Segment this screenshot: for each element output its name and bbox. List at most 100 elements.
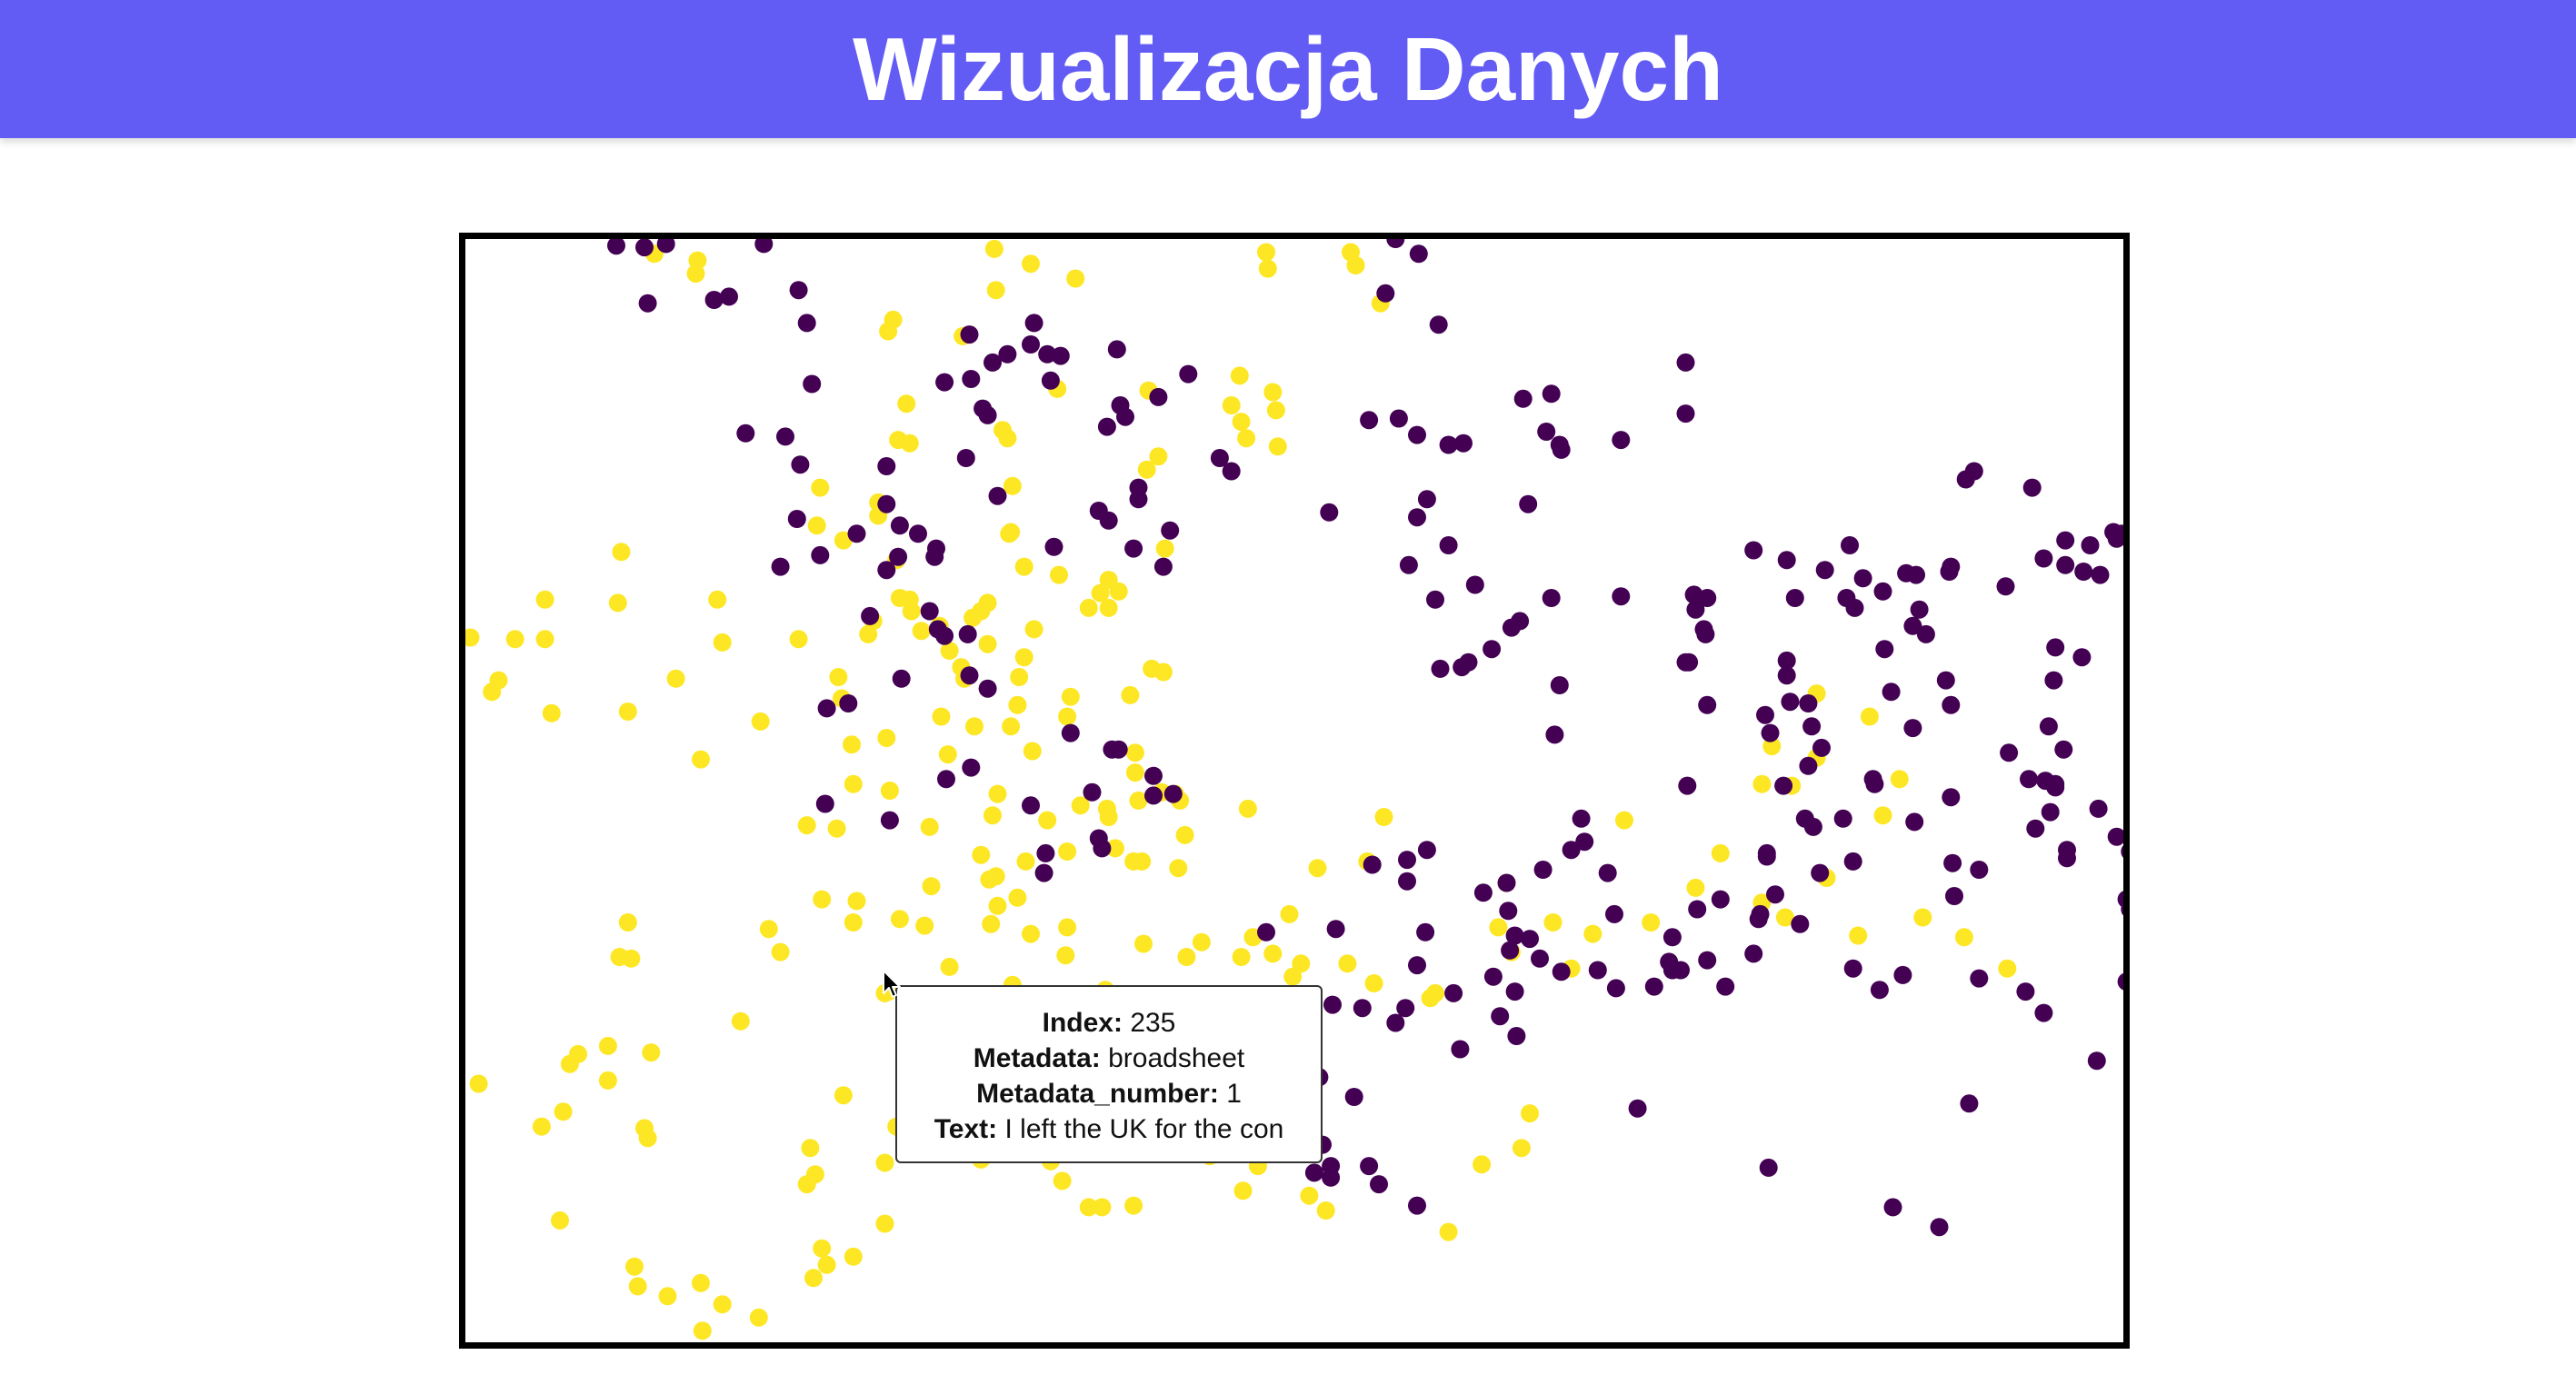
scatter-point[interactable] [1439, 435, 1458, 454]
scatter-point[interactable] [1364, 974, 1383, 992]
scatter-point[interactable] [940, 642, 959, 660]
scatter-point[interactable] [1233, 1181, 1253, 1201]
scatter-point[interactable] [1097, 417, 1116, 436]
scatter-point[interactable] [1109, 582, 1128, 601]
scatter-point[interactable] [607, 239, 625, 255]
scatter-point[interactable] [1605, 904, 1623, 923]
scatter-point[interactable] [880, 782, 899, 800]
scatter-point[interactable] [1542, 384, 1561, 404]
scatter-point[interactable] [1756, 705, 1774, 724]
scatter-point[interactable] [656, 239, 675, 254]
scatter-point[interactable] [1777, 551, 1796, 570]
scatter-point[interactable] [958, 624, 977, 643]
scatter-point[interactable] [1812, 738, 1831, 757]
scatter-point[interactable] [787, 510, 806, 528]
scatter-point[interactable] [1323, 995, 1342, 1014]
scatter-point[interactable] [978, 634, 997, 653]
scatter-point[interactable] [1942, 695, 1961, 714]
scatter-point[interactable] [1873, 806, 1892, 825]
scatter-point[interactable] [2121, 842, 2123, 861]
scatter-point[interactable] [622, 949, 641, 968]
scatter-point[interactable] [1660, 952, 1679, 971]
scatter-point[interactable] [964, 608, 983, 627]
scatter-point[interactable] [1014, 557, 1033, 576]
scatter-point[interactable] [1125, 743, 1144, 762]
scatter-point[interactable] [1940, 563, 1959, 581]
scatter-point[interactable] [1860, 707, 1879, 726]
scatter-point[interactable] [1396, 999, 1415, 1018]
scatter-point[interactable] [1612, 431, 1631, 450]
scatter-point[interactable] [1960, 1094, 1979, 1113]
scatter-point[interactable] [875, 1214, 894, 1233]
scatter-point[interactable] [1124, 539, 1143, 558]
scatter-point[interactable] [1071, 796, 1090, 815]
scatter-point[interactable] [598, 1071, 617, 1090]
scatter-point[interactable] [1853, 569, 1872, 588]
scatter-point[interactable] [2074, 563, 2093, 581]
scatter-point[interactable] [1970, 969, 1989, 988]
scatter-point[interactable] [1408, 508, 1426, 527]
scatter-point[interactable] [1777, 666, 1796, 685]
scatter-point[interactable] [1034, 863, 1053, 882]
scatter-point[interactable] [469, 1074, 488, 1093]
scatter-point[interactable] [1149, 447, 1168, 466]
scatter-point[interactable] [1058, 918, 1077, 937]
scatter-point[interactable] [1686, 878, 1705, 897]
scatter-plot[interactable] [459, 233, 2130, 1349]
scatter-point[interactable] [1996, 577, 2015, 596]
scatter-point[interactable] [1998, 959, 2017, 978]
scatter-point[interactable] [731, 1011, 750, 1031]
scatter-point[interactable] [1316, 1201, 1335, 1220]
scatter-point[interactable] [1483, 967, 1503, 986]
scatter-point[interactable] [1398, 851, 1416, 870]
scatter-point[interactable] [1774, 776, 1793, 795]
scatter-point[interactable] [1903, 616, 1922, 635]
scatter-point[interactable] [1678, 776, 1697, 795]
scatter-point[interactable] [1038, 811, 1057, 830]
scatter-point[interactable] [847, 524, 866, 543]
scatter-point[interactable] [1089, 502, 1108, 520]
scatter-point[interactable] [1121, 685, 1140, 704]
scatter-point[interactable] [877, 561, 896, 580]
scatter-point[interactable] [1050, 565, 1068, 584]
scatter-point[interactable] [1936, 671, 1955, 690]
scatter-point[interactable] [807, 516, 826, 535]
scatter-point[interactable] [1676, 404, 1695, 423]
scatter-point[interactable] [2046, 638, 2065, 657]
scatter-point[interactable] [1942, 788, 1961, 807]
scatter-point[interactable] [2112, 524, 2123, 543]
scatter-point[interactable] [1945, 887, 1963, 905]
scatter-point[interactable] [1232, 948, 1251, 966]
scatter-point[interactable] [1409, 244, 1428, 264]
scatter-point[interactable] [638, 294, 657, 313]
scatter-point[interactable] [1161, 521, 1180, 540]
scatter-point[interactable] [1897, 563, 1916, 583]
scatter-point[interactable] [749, 1308, 768, 1327]
scatter-point[interactable] [1489, 918, 1508, 937]
scatter-point[interactable] [1598, 863, 1617, 882]
scatter-point[interactable] [1757, 843, 1776, 862]
scatter-point[interactable] [844, 913, 863, 932]
scatter-point[interactable] [1662, 928, 1682, 947]
scatter-point[interactable] [1022, 335, 1040, 354]
scatter-point[interactable] [1107, 340, 1126, 359]
scatter-point[interactable] [2117, 891, 2123, 909]
scatter-point[interactable] [1370, 1175, 1388, 1194]
scatter-point[interactable] [1893, 965, 1912, 984]
scatter-point[interactable] [1684, 585, 1703, 604]
scatter-point[interactable] [1408, 425, 1426, 444]
scatter-point[interactable] [983, 806, 1002, 825]
scatter-point[interactable] [1483, 640, 1502, 659]
scatter-point[interactable] [960, 666, 979, 685]
scatter-point[interactable] [1133, 852, 1152, 871]
scatter-point[interactable] [1833, 809, 1852, 828]
scatter-point[interactable] [1326, 920, 1345, 939]
scatter-point[interactable] [797, 816, 816, 835]
scatter-point[interactable] [1870, 981, 1889, 1000]
scatter-point[interactable] [1163, 784, 1183, 803]
scatter-point[interactable] [1153, 663, 1173, 682]
scatter-point[interactable] [1439, 1222, 1458, 1241]
scatter-point[interactable] [988, 896, 1007, 915]
scatter-point[interactable] [1507, 1027, 1526, 1045]
scatter-point[interactable] [535, 590, 554, 609]
